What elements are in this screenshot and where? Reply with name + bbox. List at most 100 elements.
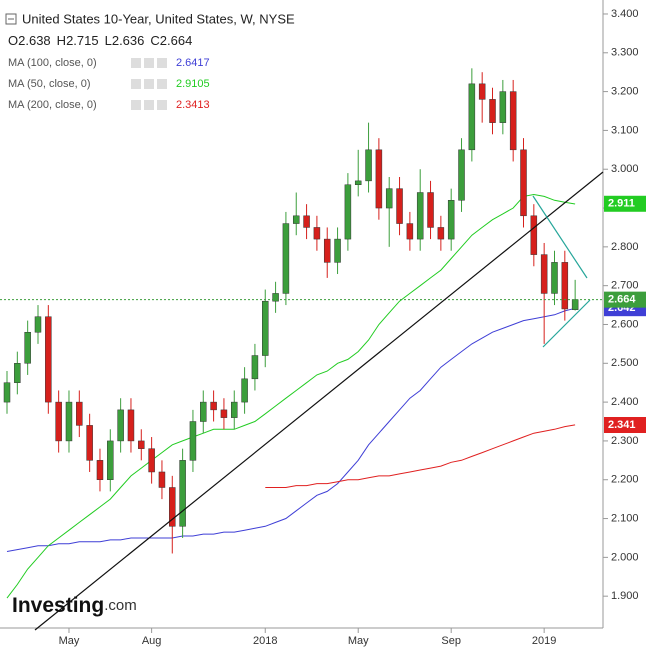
candle-body	[272, 293, 279, 302]
candle-body	[334, 238, 341, 263]
candle-body	[138, 440, 145, 449]
candle-body	[520, 149, 527, 217]
candle-body	[354, 180, 362, 186]
moving-average-line	[6, 193, 576, 599]
plot-area	[0, 68, 603, 599]
candle-body	[530, 215, 538, 255]
x-tick-label: Aug	[142, 635, 162, 647]
candle-body	[282, 223, 290, 294]
candle-body	[158, 471, 166, 488]
candle-body	[365, 149, 372, 182]
candle-body	[76, 401, 83, 426]
candle-body	[34, 316, 42, 333]
x-tick-label: Sep	[441, 635, 461, 647]
candle-body	[55, 401, 62, 442]
logo-text: Investing	[12, 594, 104, 617]
y-tick-label: 2.000	[611, 551, 639, 563]
legend-icon[interactable]	[144, 100, 154, 110]
legend-icon[interactable]	[131, 100, 141, 110]
legend-value: 2.6417	[176, 57, 210, 69]
candle-body	[169, 487, 176, 527]
candle-body	[86, 425, 93, 461]
logo: Investing.com	[12, 594, 137, 617]
ohlc-value: 2.664	[160, 33, 193, 48]
ma-badge	[604, 195, 646, 212]
candle-body	[179, 460, 186, 527]
candle-body	[14, 363, 21, 383]
y-tick-label: 2.300	[611, 435, 639, 447]
y-tick-label: 3.400	[611, 8, 639, 20]
chart-title: United States 10-Year, United States, W,…	[22, 11, 295, 26]
legend-icon[interactable]	[144, 58, 154, 68]
ohlc-letter: L	[105, 33, 112, 48]
candle-body	[262, 300, 269, 356]
moving-average-line	[6, 307, 576, 552]
candle-body	[65, 401, 73, 442]
candle-body	[478, 83, 486, 100]
trend-line	[34, 171, 604, 631]
x-tick-label: May	[59, 635, 80, 647]
legend-value: 2.3413	[176, 99, 210, 111]
candle-body	[571, 299, 579, 310]
candle-body	[447, 200, 455, 240]
y-tick-label: 2.400	[611, 396, 639, 408]
candle-body	[551, 262, 558, 294]
collapse-icon[interactable]	[5, 13, 17, 25]
candle-body	[406, 223, 414, 240]
candle-body	[127, 409, 135, 442]
candle-body	[117, 409, 124, 442]
ohlc-value: 2.638	[18, 33, 51, 48]
ohlc-value: 2.636	[112, 33, 145, 48]
ma-badge	[604, 417, 646, 434]
y-tick-label: 3.300	[611, 47, 639, 59]
price-badge-label: 2.664	[608, 294, 636, 306]
candle-body	[96, 460, 104, 480]
candle-body	[107, 440, 114, 480]
candle-body	[561, 262, 569, 310]
y-tick-label: 2.100	[611, 512, 639, 524]
candle-body	[416, 192, 424, 240]
legend-value: 2.9105	[176, 78, 210, 90]
y-tick-label: 3.000	[611, 163, 639, 175]
ohlc-readout: O2.638 H2.715 L2.636 C2.664	[8, 33, 192, 48]
y-tick-label: 2.200	[611, 474, 639, 486]
candle-body	[148, 448, 155, 473]
candle-body	[468, 83, 476, 151]
y-tick-label: 2.500	[611, 357, 639, 369]
y-tick-label: 2.600	[611, 318, 639, 330]
triangle-line	[532, 195, 588, 279]
candle-body	[189, 421, 197, 461]
candle-body	[396, 188, 403, 224]
candle-body	[375, 149, 383, 209]
ma-badge-label: 2.911	[608, 198, 635, 210]
legend-icon[interactable]	[144, 79, 154, 89]
candle-body	[385, 188, 393, 209]
candle-body	[220, 409, 228, 418]
candle-body	[3, 382, 11, 403]
candle-body	[427, 192, 434, 228]
legend-icon[interactable]	[131, 79, 141, 89]
legend-label: MA (200, close, 0)	[8, 99, 97, 111]
candle-body	[200, 401, 207, 422]
legend-icon[interactable]	[157, 100, 167, 110]
candle-body	[323, 238, 331, 263]
candle-body	[231, 401, 238, 418]
legend-icon[interactable]	[157, 79, 167, 89]
logo-suffix: .com	[104, 597, 137, 614]
candle-body	[210, 401, 217, 411]
legend-icon[interactable]	[131, 58, 141, 68]
candle-body	[292, 215, 300, 224]
legend-icon[interactable]	[157, 58, 167, 68]
candle-body	[45, 316, 52, 403]
candle-body	[499, 91, 507, 123]
x-tick-label: 2019	[532, 635, 556, 647]
candle-body	[509, 91, 517, 151]
y-tick-label: 2.700	[611, 280, 639, 292]
candle-body	[24, 331, 31, 364]
candle-body	[489, 99, 496, 123]
candle-body	[313, 227, 321, 240]
candle-body	[437, 227, 445, 240]
candle-body	[458, 149, 465, 201]
